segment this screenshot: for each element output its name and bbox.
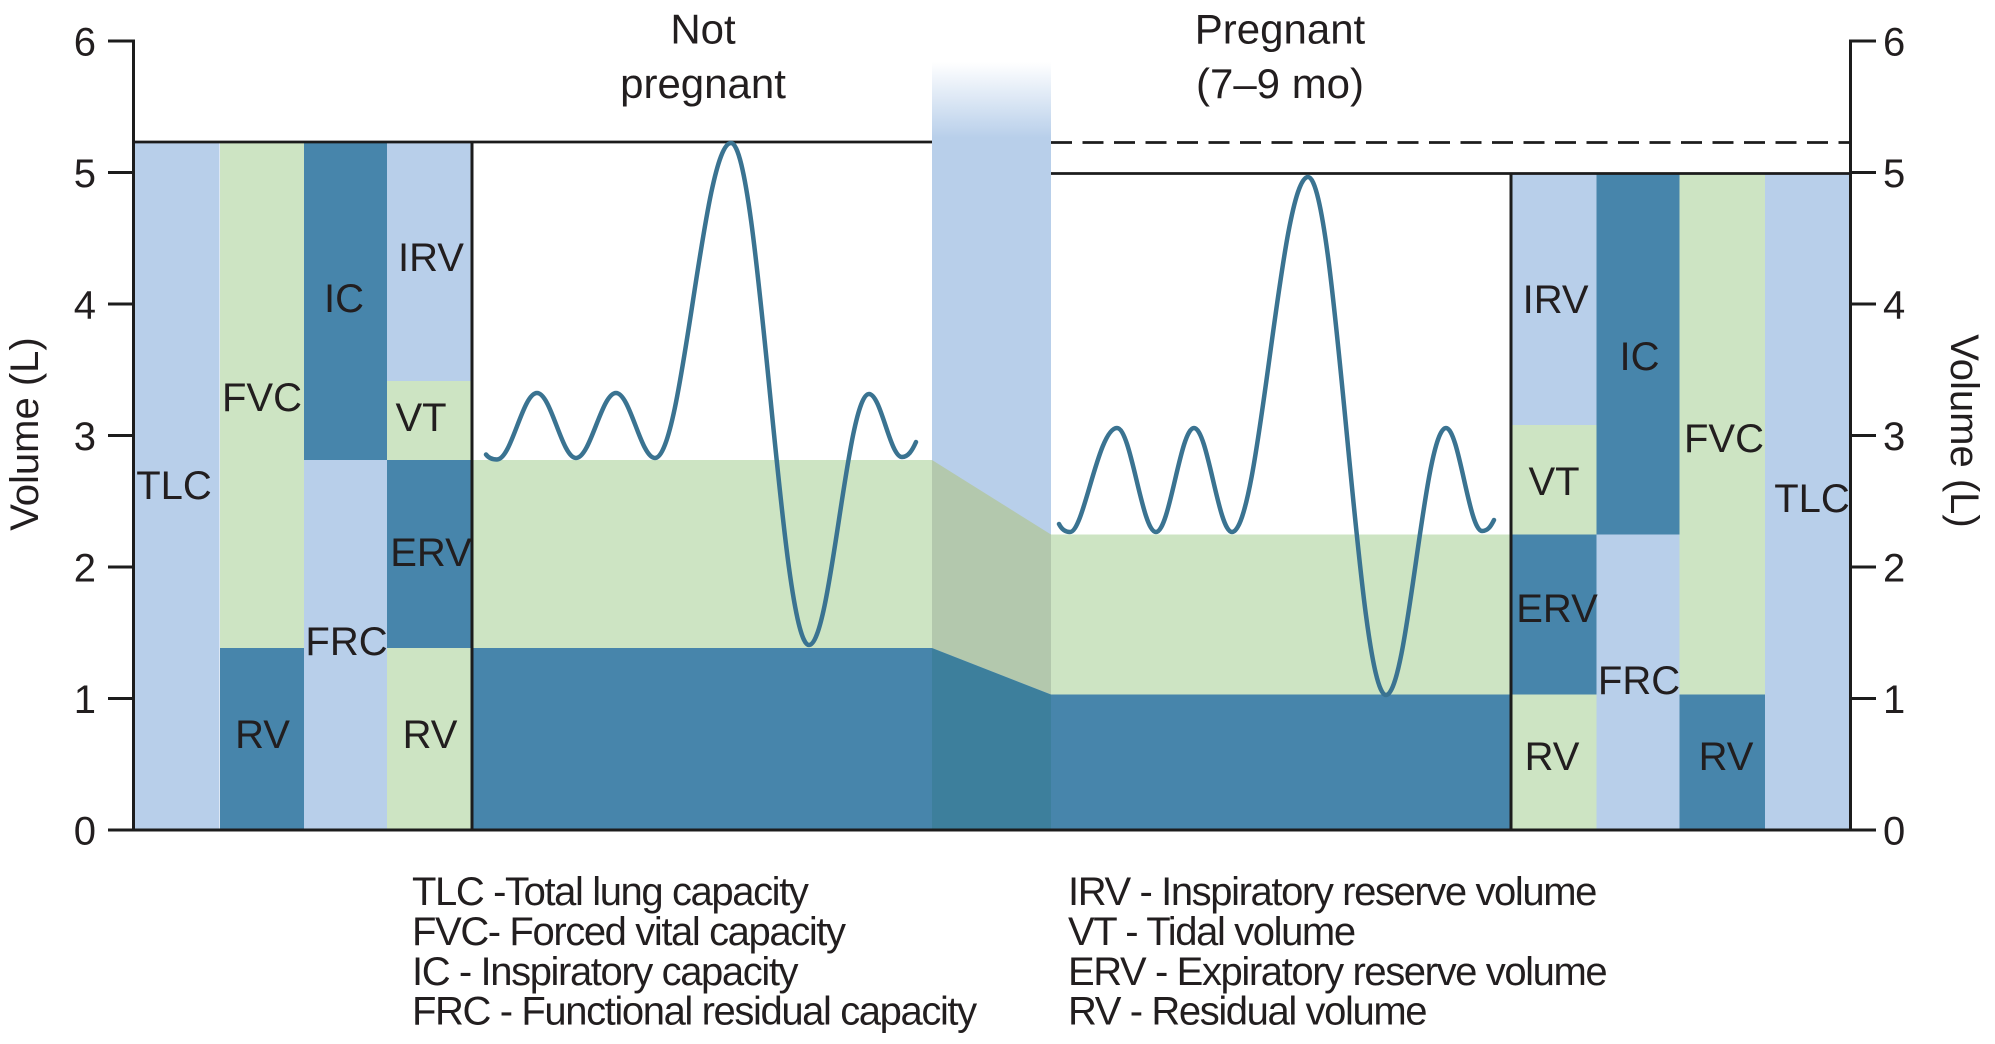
svg-text:FVC- Forced vital capacity: FVC- Forced vital capacity: [412, 910, 846, 954]
svg-text:FVC: FVC: [222, 376, 302, 420]
svg-text:RV - Residual volume: RV - Residual volume: [1068, 990, 1426, 1034]
svg-text:5: 5: [1883, 152, 1905, 196]
svg-text:6: 6: [74, 21, 96, 65]
svg-text:ERV: ERV: [390, 531, 472, 575]
svg-text:RV: RV: [235, 713, 290, 757]
svg-text:IC: IC: [324, 277, 364, 321]
svg-text:TLC: TLC: [136, 464, 212, 508]
svg-text:ERV: ERV: [1516, 587, 1598, 631]
svg-text:2: 2: [74, 547, 96, 591]
svg-text:Volume (L): Volume (L): [1942, 334, 1986, 527]
svg-text:0: 0: [74, 810, 96, 854]
svg-text:0: 0: [1883, 810, 1905, 854]
svg-text:4: 4: [74, 284, 96, 328]
svg-text:RV: RV: [1699, 735, 1754, 779]
svg-text:6: 6: [1883, 21, 1905, 65]
svg-text:4: 4: [1883, 284, 1905, 328]
svg-text:Volume (L): Volume (L): [3, 337, 47, 530]
svg-text:2: 2: [1883, 547, 1905, 591]
svg-text:VT - Tidal volume: VT - Tidal volume: [1068, 910, 1355, 954]
svg-text:IRV: IRV: [1523, 278, 1589, 322]
svg-text:(7–9 mo): (7–9 mo): [1196, 60, 1364, 107]
svg-text:TLC -Total lung capacity: TLC -Total lung capacity: [412, 870, 809, 914]
svg-text:RV: RV: [403, 713, 458, 757]
svg-text:3: 3: [74, 415, 96, 459]
svg-text:FRC - Functional residual capa: FRC - Functional residual capacity: [412, 990, 977, 1034]
svg-text:IC - Inspiratory capacity: IC - Inspiratory capacity: [412, 950, 799, 994]
svg-text:IRV: IRV: [398, 236, 464, 280]
svg-text:1: 1: [74, 678, 96, 722]
svg-text:IRV - Inspiratory reserve volu: IRV - Inspiratory reserve volume: [1068, 870, 1596, 914]
svg-text:RV: RV: [1525, 735, 1580, 779]
svg-text:FVC: FVC: [1684, 417, 1764, 461]
svg-text:pregnant: pregnant: [620, 60, 786, 107]
svg-text:IC: IC: [1620, 335, 1660, 379]
svg-text:Not: Not: [670, 6, 736, 53]
svg-text:5: 5: [74, 152, 96, 196]
svg-text:TLC: TLC: [1774, 477, 1850, 521]
svg-text:VT: VT: [1528, 460, 1579, 504]
svg-text:ERV - Expiratory reserve volum: ERV - Expiratory reserve volume: [1068, 950, 1606, 994]
svg-text:1: 1: [1883, 678, 1905, 722]
svg-text:FRC: FRC: [1598, 659, 1680, 703]
svg-text:3: 3: [1883, 415, 1905, 459]
svg-text:VT: VT: [395, 396, 446, 440]
svg-text:Pregnant: Pregnant: [1195, 6, 1366, 53]
svg-text:FRC: FRC: [305, 620, 387, 664]
